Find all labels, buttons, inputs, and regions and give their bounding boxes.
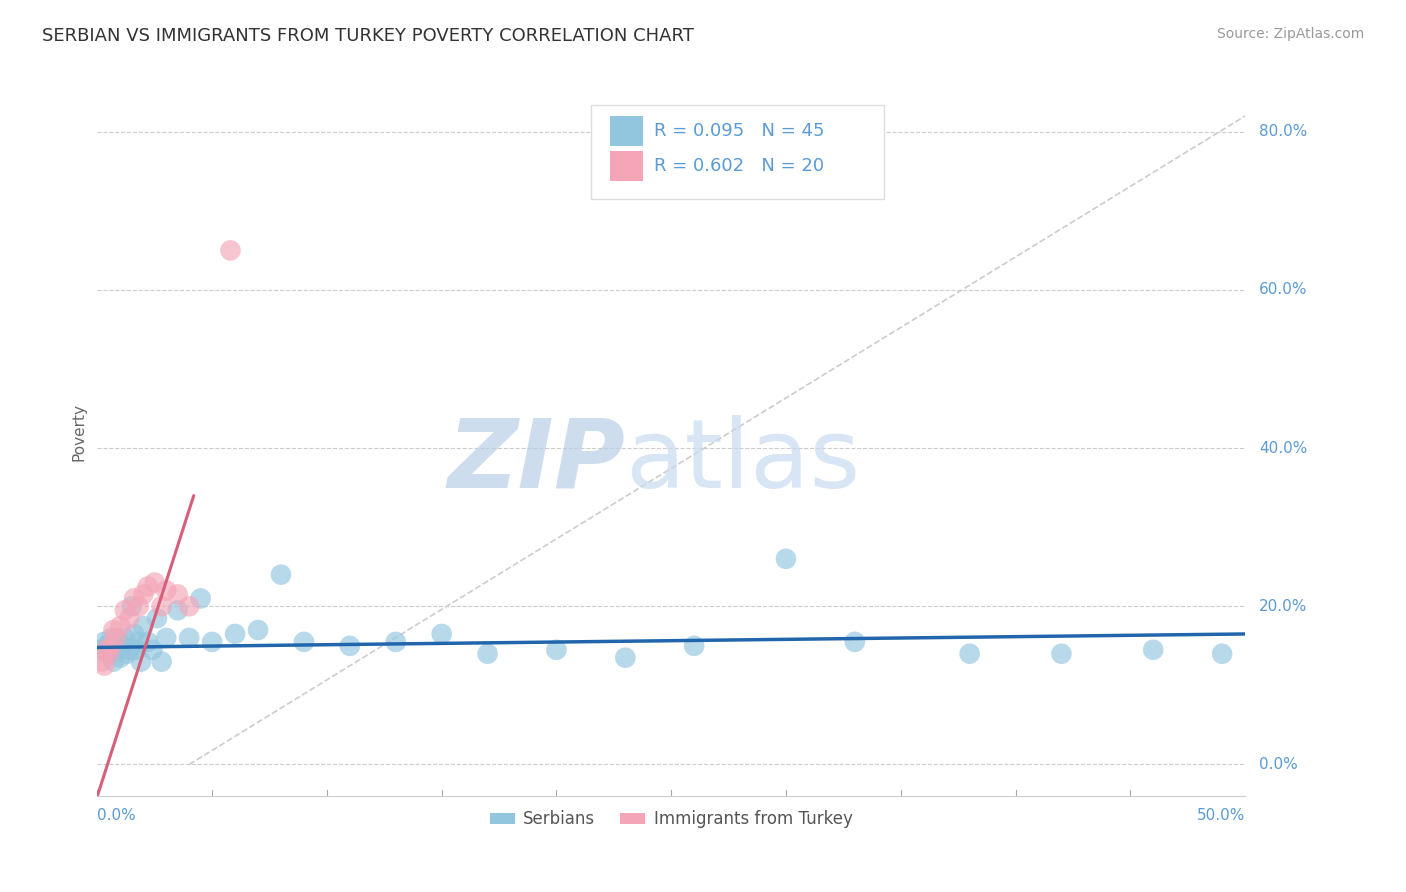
Point: [132, 587, 155, 601]
Point: [339, 639, 361, 653]
Point: [114, 603, 136, 617]
Text: 20.0%: 20.0%: [1258, 599, 1308, 614]
Point: [1211, 647, 1233, 661]
Point: [150, 599, 173, 614]
Point: [96, 642, 118, 657]
Legend: Serbians, Immigrants from Turkey: Serbians, Immigrants from Turkey: [484, 804, 859, 835]
Text: R = 0.602   N = 20: R = 0.602 N = 20: [654, 157, 824, 175]
Point: [166, 587, 188, 601]
Text: R = 0.095   N = 45: R = 0.095 N = 45: [654, 122, 824, 140]
Point: [136, 580, 159, 594]
Point: [247, 623, 270, 637]
Point: [93, 658, 115, 673]
Point: [110, 650, 132, 665]
Point: [118, 611, 141, 625]
Y-axis label: Poverty: Poverty: [72, 403, 86, 461]
Point: [141, 642, 163, 657]
Text: atlas: atlas: [626, 415, 860, 508]
Point: [150, 655, 173, 669]
Text: 0.0%: 0.0%: [97, 808, 136, 823]
Point: [136, 635, 159, 649]
Point: [128, 635, 150, 649]
Point: [179, 599, 201, 614]
Point: [844, 635, 866, 649]
Text: 0.0%: 0.0%: [1258, 757, 1298, 772]
Point: [155, 631, 177, 645]
Point: [201, 635, 224, 649]
FancyBboxPatch shape: [610, 116, 643, 146]
Point: [155, 583, 177, 598]
Point: [477, 647, 499, 661]
Point: [959, 647, 981, 661]
Text: SERBIAN VS IMMIGRANTS FROM TURKEY POVERTY CORRELATION CHART: SERBIAN VS IMMIGRANTS FROM TURKEY POVERT…: [42, 27, 695, 45]
Point: [104, 631, 127, 645]
Point: [114, 631, 136, 645]
Point: [97, 647, 120, 661]
Text: Source: ZipAtlas.com: Source: ZipAtlas.com: [1216, 27, 1364, 41]
Point: [1142, 642, 1164, 657]
Point: [122, 627, 145, 641]
Point: [91, 655, 114, 669]
Point: [128, 599, 150, 614]
Point: [430, 627, 453, 641]
Point: [96, 639, 118, 653]
FancyBboxPatch shape: [610, 151, 643, 181]
Point: [143, 575, 166, 590]
Point: [104, 642, 127, 657]
Text: 80.0%: 80.0%: [1258, 124, 1308, 139]
Point: [179, 631, 201, 645]
Point: [103, 655, 125, 669]
Point: [683, 639, 706, 653]
Point: [270, 567, 292, 582]
Point: [97, 647, 120, 661]
Text: 40.0%: 40.0%: [1258, 441, 1308, 456]
Point: [224, 627, 246, 641]
Point: [93, 635, 115, 649]
Point: [125, 642, 148, 657]
Point: [91, 642, 114, 657]
Point: [110, 619, 132, 633]
Point: [1050, 647, 1073, 661]
Point: [103, 623, 125, 637]
Text: ZIP: ZIP: [447, 415, 626, 508]
Point: [100, 639, 122, 653]
Text: 60.0%: 60.0%: [1258, 283, 1308, 297]
Point: [292, 635, 315, 649]
Point: [546, 642, 568, 657]
Point: [775, 552, 797, 566]
Point: [111, 639, 134, 653]
Point: [118, 642, 141, 657]
Point: [614, 650, 637, 665]
Point: [219, 244, 242, 258]
Point: [107, 635, 129, 649]
Point: [190, 591, 212, 606]
Point: [121, 599, 143, 614]
Point: [166, 603, 188, 617]
FancyBboxPatch shape: [591, 105, 883, 200]
Point: [384, 635, 406, 649]
Point: [100, 631, 122, 645]
Point: [115, 647, 138, 661]
Point: [122, 591, 145, 606]
Point: [129, 655, 152, 669]
Point: [146, 611, 169, 625]
Point: [132, 619, 155, 633]
Text: 50.0%: 50.0%: [1197, 808, 1246, 823]
